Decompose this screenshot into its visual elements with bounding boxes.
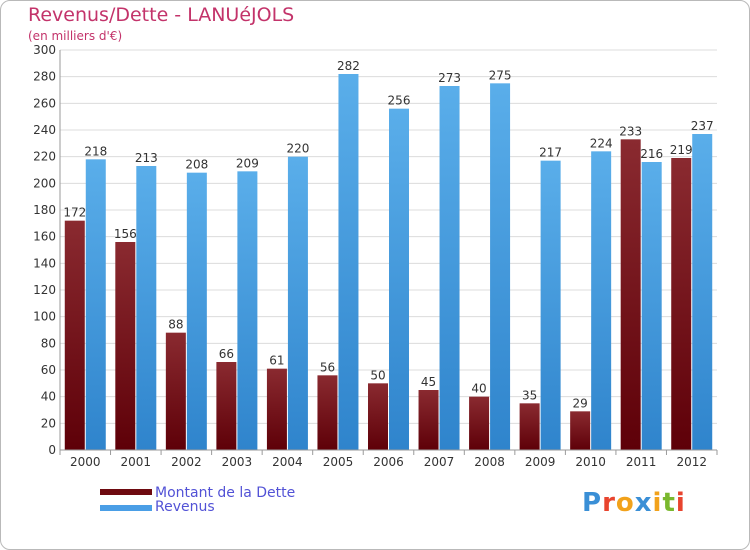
- bar-revenus: [237, 171, 258, 451]
- x-tick-label: 2003: [222, 455, 253, 469]
- data-label-dette: 88: [168, 318, 183, 332]
- chart-title: Revenus/Dette - LANUéJOLS: [28, 4, 295, 26]
- logo-letter: r: [602, 488, 616, 518]
- bar-dette: [115, 242, 136, 450]
- data-label-revenus: 224: [590, 136, 613, 150]
- x-tick-label: 2012: [676, 455, 707, 469]
- bar-revenus: [490, 83, 511, 450]
- x-tick-label: 2007: [424, 455, 455, 469]
- data-label-dette: 66: [219, 347, 234, 361]
- data-label-revenus: 256: [388, 94, 411, 108]
- bar-revenus: [136, 166, 157, 450]
- bar-dette: [266, 368, 287, 450]
- data-label-dette: 219: [670, 143, 693, 157]
- bar-revenus: [540, 160, 561, 450]
- proxiti-logo: Proxiti: [582, 488, 686, 518]
- bar-revenus: [692, 134, 713, 450]
- logo-letter: P: [582, 488, 603, 518]
- y-tick-label: 0: [48, 443, 56, 457]
- x-tick-label: 2009: [525, 455, 556, 469]
- data-label-revenus: 220: [286, 142, 309, 156]
- y-tick-label: 260: [33, 96, 56, 110]
- data-label-dette: 29: [573, 396, 588, 410]
- x-tick-label: 2011: [626, 455, 657, 469]
- bar-revenus: [389, 108, 409, 451]
- data-label-dette: 61: [269, 354, 284, 368]
- y-tick-label: 160: [33, 230, 56, 244]
- y-tick-label: 60: [41, 363, 56, 377]
- y-tick-label: 220: [33, 150, 56, 164]
- x-tick-label: 2008: [474, 455, 505, 469]
- x-tick-label: 2002: [171, 455, 202, 469]
- bar-revenus: [641, 162, 662, 450]
- bar-dette: [165, 332, 186, 450]
- x-tick-label: 2006: [373, 455, 404, 469]
- bar-dette: [469, 396, 490, 450]
- bar-dette: [418, 390, 439, 450]
- logo-letter: i: [652, 488, 663, 518]
- bar-dette: [368, 383, 388, 450]
- y-tick-label: 280: [33, 70, 56, 84]
- bar-revenus: [591, 151, 612, 451]
- data-label-dette: 50: [370, 368, 385, 382]
- logo-letter: o: [615, 488, 635, 518]
- bar-revenus: [287, 156, 308, 450]
- bar-revenus: [186, 172, 207, 450]
- x-tick-label: 2004: [272, 455, 303, 469]
- y-tick-label: 80: [41, 336, 56, 350]
- data-label-dette: 35: [522, 388, 537, 402]
- data-label-revenus: 282: [337, 59, 360, 73]
- bar-dette: [317, 375, 338, 450]
- legend-swatch-dette: [100, 489, 152, 495]
- bar-dette: [519, 403, 540, 450]
- data-label-revenus: 217: [539, 146, 562, 160]
- y-tick-label: 300: [33, 43, 56, 57]
- chart-subtitle: (en milliers d'€): [28, 29, 123, 43]
- bar-dette: [671, 158, 692, 450]
- y-tick-label: 40: [41, 390, 56, 404]
- x-tick-label: 2010: [575, 455, 606, 469]
- y-tick-label: 180: [33, 203, 56, 217]
- y-tick-label: 200: [33, 176, 56, 190]
- data-label-dette: 172: [63, 206, 86, 220]
- data-label-dette: 56: [320, 360, 335, 374]
- bar-revenus: [439, 86, 460, 450]
- bar-dette: [216, 362, 237, 450]
- y-tick-label: 120: [33, 283, 56, 297]
- y-tick-label: 140: [33, 256, 56, 270]
- data-label-revenus: 275: [489, 68, 512, 82]
- bar-revenus: [85, 159, 106, 451]
- data-label-revenus: 209: [236, 156, 259, 170]
- data-label-revenus: 273: [438, 71, 461, 85]
- bar-dette: [620, 139, 641, 451]
- data-label-dette: 40: [471, 382, 486, 396]
- logo-letter: i: [675, 488, 686, 518]
- x-tick-label: 2005: [323, 455, 354, 469]
- y-tick-label: 240: [33, 123, 56, 137]
- legend-swatch-revenus: [100, 505, 152, 511]
- data-label-revenus: 216: [640, 147, 663, 161]
- y-tick-label: 20: [41, 416, 56, 430]
- bar-revenus: [338, 74, 359, 450]
- y-tick-label: 100: [33, 310, 56, 324]
- data-label-dette: 233: [619, 124, 642, 138]
- data-label-revenus: 213: [135, 151, 158, 165]
- legend-label-revenus: Revenus: [155, 499, 215, 515]
- data-label-revenus: 237: [691, 119, 714, 133]
- x-tick-label: 2001: [121, 455, 152, 469]
- data-label-revenus: 208: [185, 158, 208, 172]
- logo-letter: x: [634, 488, 653, 518]
- x-tick-label: 2000: [70, 455, 101, 469]
- legend-label-dette: Montant de la Dette: [155, 485, 296, 501]
- bar-dette: [570, 411, 591, 450]
- data-label-dette: 156: [114, 227, 137, 241]
- bar-dette: [64, 220, 85, 450]
- logo-letter: t: [662, 488, 676, 518]
- data-label-revenus: 218: [84, 144, 107, 158]
- data-label-dette: 45: [421, 375, 436, 389]
